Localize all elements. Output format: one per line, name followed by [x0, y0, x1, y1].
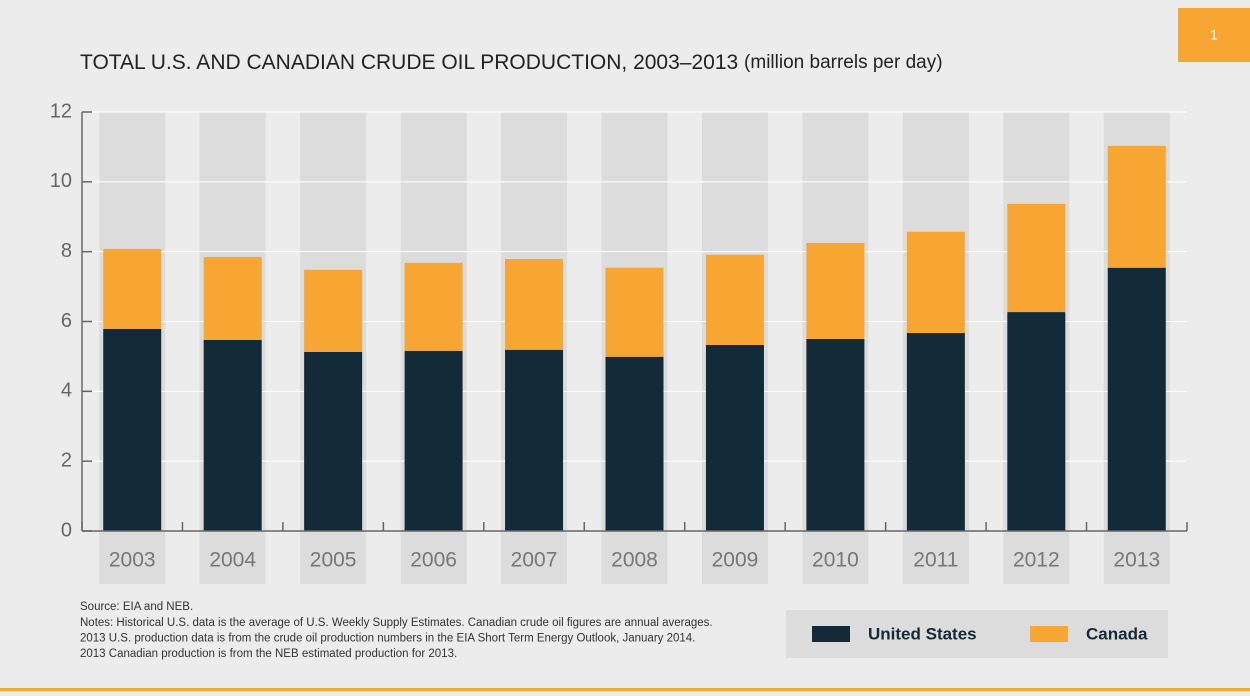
- bar-segment: [505, 349, 564, 531]
- bar-segment: [906, 231, 965, 334]
- bar-segment: [203, 340, 262, 531]
- legend-swatch: [812, 626, 850, 642]
- y-tick-label: 0: [61, 519, 72, 541]
- note: 2013 U.S. production data is from the cr…: [80, 633, 695, 645]
- x-tick-label: 2011: [913, 549, 958, 572]
- bar-segment: [404, 350, 463, 531]
- page-number: 1: [1210, 27, 1218, 43]
- bar-segment: [705, 254, 764, 345]
- x-tick-label: 2003: [109, 549, 156, 572]
- bar-segment: [304, 351, 363, 531]
- bar-segment: [1107, 267, 1166, 531]
- bar-segment: [1107, 145, 1166, 268]
- source: Source: EIA and NEB.: [80, 601, 193, 613]
- x-tick-label: 2006: [410, 549, 457, 572]
- bar-segment: [605, 267, 664, 357]
- x-tick-label: 2005: [310, 549, 357, 572]
- x-tick-label: 2007: [511, 549, 558, 572]
- y-tick-label: 10: [50, 170, 72, 192]
- bar-segment: [103, 328, 162, 531]
- x-tick-label: 2013: [1113, 549, 1160, 572]
- bar-segment: [103, 248, 162, 329]
- y-tick-label: 4: [61, 380, 72, 402]
- x-tick-label: 2010: [812, 549, 859, 572]
- note: Notes: Historical U.S. data is the avera…: [80, 617, 713, 629]
- y-tick-label: 12: [50, 100, 72, 122]
- subtitle: (million barrels per day): [744, 52, 943, 73]
- note: 2013 Canadian production is from the NEB…: [80, 648, 457, 660]
- title: TOTAL U.S. AND CANADIAN CRUDE OIL PRODUC…: [80, 51, 738, 74]
- bar-segment: [505, 258, 564, 350]
- x-tick-label: 2008: [611, 549, 658, 572]
- bar-segment: [1007, 312, 1066, 531]
- bar-segment: [906, 333, 965, 531]
- bar-segment: [605, 356, 664, 531]
- bar-segment: [806, 242, 865, 339]
- y-tick-label: 2: [61, 449, 72, 471]
- y-tick-label: 8: [61, 240, 72, 262]
- bar-segment: [1007, 203, 1066, 313]
- legend-swatch: [1030, 626, 1068, 642]
- legend-label: United States: [868, 624, 977, 643]
- bar-segment: [404, 262, 463, 351]
- x-tick-label: 2009: [712, 549, 759, 572]
- chart-title: TOTAL U.S. AND CANADIAN CRUDE OIL PRODUC…: [80, 51, 943, 74]
- bar-segment: [806, 338, 865, 531]
- x-tick-label: 2004: [209, 549, 256, 572]
- y-tick-label: 6: [61, 310, 72, 332]
- legend-label: Canada: [1086, 624, 1148, 643]
- page-badge: [1178, 8, 1250, 62]
- x-tick-label: 2012: [1013, 549, 1060, 572]
- footer-rule: [0, 688, 1250, 691]
- bar-segment: [203, 256, 262, 341]
- bar-segment: [304, 269, 363, 352]
- bar-segment: [705, 344, 764, 531]
